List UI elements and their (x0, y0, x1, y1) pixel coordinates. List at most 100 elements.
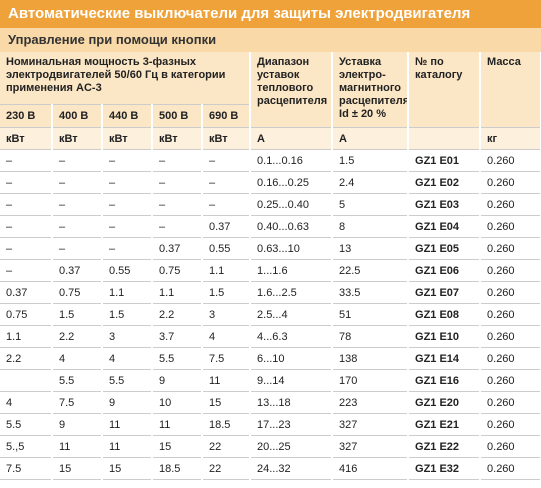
cell: 0.260 (480, 237, 541, 260)
column-header: № по каталогу (408, 52, 482, 128)
cell: 15 (152, 435, 203, 458)
cell: 1.1 (202, 259, 252, 282)
cell: 0.75 (52, 281, 103, 304)
cell: – (52, 215, 103, 238)
cell: 18.5 (152, 457, 203, 480)
cell: 170 (332, 369, 410, 392)
catalog-number: GZ1 E05 (408, 237, 482, 260)
title: Автоматические выключатели для защиты эл… (0, 0, 541, 28)
cell: 13...18 (250, 391, 334, 414)
unit: кВт (102, 127, 153, 150)
cell: 1.1 (102, 281, 153, 304)
cell: 17...23 (250, 413, 334, 436)
cell: 6...10 (250, 347, 334, 370)
cell: 4 (0, 391, 53, 414)
cell: 4 (52, 347, 103, 370)
cell: 3 (102, 325, 153, 348)
cell: 9 (152, 369, 203, 392)
cell: 2.2 (0, 347, 53, 370)
row: 1.1 2.2 3 3.7 4 4...6.3 78 GZ1 E10 0.260 (0, 325, 541, 348)
cell: 7.5 (52, 391, 103, 414)
cell: 1.1 (0, 325, 53, 348)
cell: 5 (332, 193, 410, 216)
cell: – (152, 149, 203, 172)
catalog-number: GZ1 E20 (408, 391, 482, 414)
catalog-number: GZ1 E01 (408, 149, 482, 172)
cell: 0.260 (480, 259, 541, 282)
cell: 1.5 (332, 149, 410, 172)
unit: A (250, 127, 334, 150)
cell: 11 (102, 435, 153, 458)
cell: 5.5 (52, 369, 103, 392)
catalog-number: GZ1 E03 (408, 193, 482, 216)
cell: 5.5 (152, 347, 203, 370)
cell: 223 (332, 391, 410, 414)
row: Номинальная мощность 3-фазных электродви… (0, 52, 541, 128)
cell: 4 (102, 347, 153, 370)
cell: 7.5 (202, 347, 252, 370)
subtitle: Управление при помощи кнопки (0, 28, 541, 52)
catalog-number: GZ1 E02 (408, 171, 482, 194)
cell: 0.260 (480, 171, 541, 194)
cell: 2.5...4 (250, 303, 334, 326)
catalog-number: GZ1 E06 (408, 259, 482, 282)
cell: – (0, 193, 53, 216)
row: 5.,5 11 11 15 22 20...25 327 GZ1 E22 0.260 (0, 435, 541, 458)
cell: 2.4 (332, 171, 410, 194)
cell: 1.5 (52, 303, 103, 326)
catalog-number: GZ1 E16 (408, 369, 482, 392)
cell: – (152, 193, 203, 216)
cell: 11 (152, 413, 203, 436)
cell: 9 (52, 413, 103, 436)
cell: – (102, 193, 153, 216)
cell: 327 (332, 435, 410, 458)
cell: 15 (52, 457, 103, 480)
cell: 0.55 (202, 237, 252, 260)
cell: 22 (202, 457, 252, 480)
row: 7.5 15 15 18.5 22 24...32 416 GZ1 E32 0.260 (0, 457, 541, 480)
cell: – (102, 215, 153, 238)
cell: 22 (202, 435, 252, 458)
unit: кВт (202, 127, 252, 150)
power-header: Номинальная мощность 3-фазных электродви… (0, 52, 252, 105)
cell: – (202, 193, 252, 216)
cell: – (52, 149, 103, 172)
cell: 0.37 (202, 215, 252, 238)
cell: 0.260 (480, 391, 541, 414)
row: 0.75 1.5 1.5 2.2 3 2.5...4 51 GZ1 E08 0.260 (0, 303, 541, 326)
cell: 22.5 (332, 259, 410, 282)
unit: кВт (52, 127, 103, 150)
cell: 0.260 (480, 281, 541, 304)
cell: – (0, 215, 53, 238)
cell: 0.260 (480, 435, 541, 458)
cell: 138 (332, 347, 410, 370)
cell: 0.260 (480, 413, 541, 436)
voltage-header: 230 В (0, 104, 53, 128)
unit: кВт (0, 127, 53, 150)
cell: 11 (102, 413, 153, 436)
catalog-number: GZ1 E22 (408, 435, 482, 458)
cell: – (202, 149, 252, 172)
cell: 0.37 (152, 237, 203, 260)
cell: 0.25...0.40 (250, 193, 334, 216)
unit: кг (480, 127, 541, 150)
cell: 15 (102, 457, 153, 480)
cell: 11 (202, 369, 252, 392)
cell: 10 (152, 391, 203, 414)
unit: кВт (152, 127, 203, 150)
cell: 0.40...0.63 (250, 215, 334, 238)
cell: 0.260 (480, 325, 541, 348)
cell: 1.5 (102, 303, 153, 326)
row: 5.5 9 11 11 18.5 17...23 327 GZ1 E21 0.260 (0, 413, 541, 436)
cell: 1.6...2.5 (250, 281, 334, 304)
catalog-number: GZ1 E10 (408, 325, 482, 348)
cell: 9...14 (250, 369, 334, 392)
cell: 24...32 (250, 457, 334, 480)
column-header: Диапазон уставок теплового расцепителя (250, 52, 334, 128)
cell: – (102, 237, 153, 260)
cell: 20...25 (250, 435, 334, 458)
cell: 33.5 (332, 281, 410, 304)
voltage-header: 690 В (202, 104, 252, 128)
